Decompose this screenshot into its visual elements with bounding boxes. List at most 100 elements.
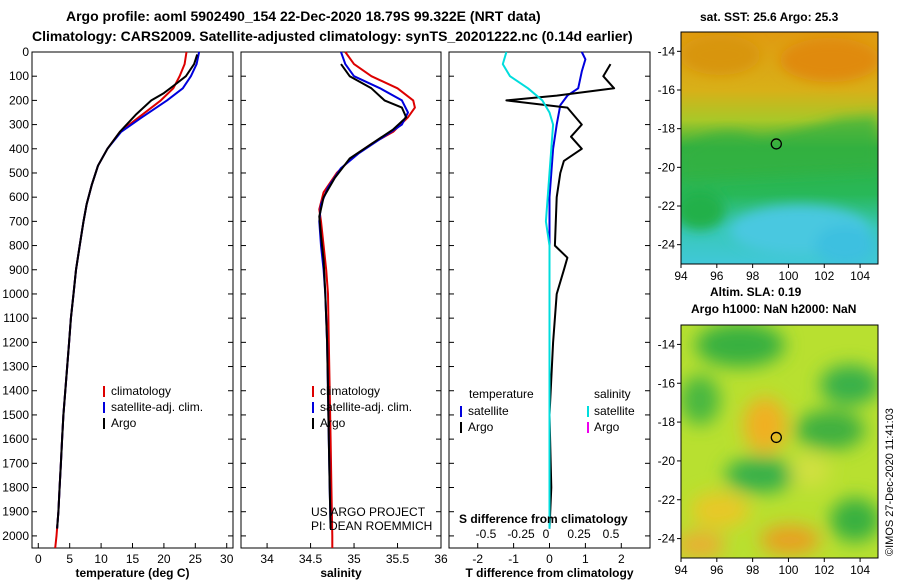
sla-map-lat-label: -14 bbox=[658, 337, 676, 351]
sst-map-lon-label: 94 bbox=[674, 269, 688, 283]
depth-tick-label: 1700 bbox=[2, 456, 29, 470]
depth-tick-label: 1200 bbox=[2, 335, 29, 349]
legend-temperature-label: Argo bbox=[468, 420, 494, 434]
difference-xtick-label: 1 bbox=[582, 552, 589, 566]
salinity-panel: 34 34.5 35 35.5 36 salinity climatology satelli… bbox=[240, 51, 448, 580]
salinity-xtick-label: 34.5 bbox=[299, 552, 323, 566]
salinity-series-climatology bbox=[318, 51, 416, 548]
temperature-xtick-label: 30 bbox=[220, 552, 234, 566]
salinity-xtick-label: 35.5 bbox=[386, 552, 410, 566]
legend-salinity-label: Argo bbox=[594, 420, 620, 434]
sla-map-lon-label: 96 bbox=[710, 563, 724, 577]
depth-tick-label: 700 bbox=[9, 214, 29, 228]
difference-xtick-label: -2 bbox=[472, 552, 483, 566]
depth-tick-label: 200 bbox=[9, 93, 29, 107]
depth-tick-label: 100 bbox=[9, 69, 29, 83]
sla-map-lon-label: 94 bbox=[674, 563, 688, 577]
difference-xlabel: T difference from climatology bbox=[465, 566, 633, 580]
sla-map-lat-label: -20 bbox=[658, 454, 676, 468]
salinity-legend-label: satellite-adj. clim. bbox=[320, 400, 412, 414]
sla-map-lat-label: -22 bbox=[658, 493, 676, 507]
sla-map-lon-label: 98 bbox=[746, 563, 760, 577]
temperature-xlabel: temperature (deg C) bbox=[75, 566, 189, 580]
depth-tick-label: 1300 bbox=[2, 360, 29, 374]
s-difference-tick-label: 0.25 bbox=[567, 527, 591, 541]
depth-tick-label: 600 bbox=[9, 190, 29, 204]
temperature-xtick-label: 5 bbox=[66, 552, 73, 566]
salinity-series-satellite-adj-clim- bbox=[318, 51, 409, 529]
difference-xtick-label: 0 bbox=[546, 552, 553, 566]
depth-tick-label: 1400 bbox=[2, 384, 29, 398]
legend-temperature-title: temperature bbox=[469, 387, 534, 401]
sla-map-lat-label: -24 bbox=[658, 532, 676, 546]
sla-map-image bbox=[681, 325, 878, 558]
temperature-xtick-label: 15 bbox=[126, 552, 140, 566]
sst-map-lat-label: -14 bbox=[658, 44, 676, 58]
imos-credit: ©IMOS 27-Dec-2020 11:41:03 bbox=[884, 408, 896, 556]
depth-tick-label: 300 bbox=[9, 118, 29, 132]
depth-tick-label: 1600 bbox=[2, 432, 29, 446]
s-difference-tick-label: 0.5 bbox=[603, 527, 620, 541]
depth-tick-label: 2000 bbox=[2, 529, 29, 543]
argo-position-marker bbox=[770, 138, 782, 150]
difference-series-s-satellite bbox=[501, 51, 555, 529]
depth-tick-label: 1100 bbox=[3, 311, 29, 325]
temperature-legend-label: satellite-adj. clim. bbox=[111, 400, 203, 414]
sst-map-lon-label: 98 bbox=[746, 269, 760, 283]
sst-map-lat-label: -16 bbox=[658, 83, 676, 97]
depth-tick-label: 500 bbox=[9, 166, 29, 180]
temperature-xtick-label: 10 bbox=[94, 552, 108, 566]
sla-map-panel: Altim. SLA: 0.19 Argo h1000: NaN h2000: … bbox=[658, 285, 879, 577]
difference-xtick-label: 2 bbox=[618, 552, 625, 566]
salinity-xtick-label: 35 bbox=[347, 552, 361, 566]
legend-salinity-title: salinity bbox=[594, 387, 631, 401]
sla-map-subtitle: Argo h1000: NaN h2000: NaN bbox=[691, 302, 856, 316]
salinity-legend-label: climatology bbox=[320, 384, 380, 398]
sst-map-lat-label: -18 bbox=[658, 122, 676, 136]
salinity-series-argo bbox=[318, 63, 408, 529]
legend-salinity-label: satellite bbox=[594, 404, 635, 418]
sst-map-lon-label: 102 bbox=[814, 269, 834, 283]
difference-series-t-argo bbox=[505, 63, 616, 529]
sla-map-lon-label: 100 bbox=[778, 563, 798, 577]
sst-map-lon-label: 96 bbox=[710, 269, 724, 283]
sst-map-lon-label: 100 bbox=[778, 269, 798, 283]
title-line1: Argo profile: aoml 5902490_154 22-Dec-20… bbox=[66, 8, 541, 24]
temperature-panel: 0100200300400500600700800900100011001200… bbox=[2, 45, 233, 580]
temperature-series-argo bbox=[56, 54, 199, 529]
sla-map-lat-label: -18 bbox=[658, 415, 676, 429]
sla-map-lat-label: -16 bbox=[658, 376, 676, 390]
sst-map-lat-label: -20 bbox=[658, 160, 676, 174]
depth-tick-label: 900 bbox=[9, 263, 29, 277]
s-difference-xlabel: S difference from climatology bbox=[459, 512, 628, 526]
s-difference-tick-label: 0 bbox=[543, 527, 550, 541]
temperature-legend-label: climatology bbox=[111, 384, 171, 398]
depth-tick-label: 400 bbox=[9, 142, 29, 156]
sst-map-lat-label: -24 bbox=[658, 238, 676, 252]
salinity-xlabel: salinity bbox=[320, 566, 362, 580]
sst-map-lon-label: 104 bbox=[850, 269, 870, 283]
sst-map-lat-label: -22 bbox=[658, 199, 676, 213]
depth-tick-label: 0 bbox=[22, 45, 29, 59]
temperature-xtick-label: 20 bbox=[157, 552, 171, 566]
depth-tick-label: 1000 bbox=[2, 287, 29, 301]
project-annotation: US ARGO PROJECT bbox=[311, 505, 426, 519]
sst-map-panel: sat. SST: 25.6 Argo: 25.3 94 96 98 100 102 10… bbox=[658, 10, 879, 283]
temperature-axes-box bbox=[31, 51, 234, 549]
legend-temperature-label: satellite bbox=[468, 404, 509, 418]
s-difference-tick-label: -0.25 bbox=[507, 527, 535, 541]
title-line2: Climatology: CARS2009. Satellite-adjuste… bbox=[32, 28, 633, 44]
sla-map-lon-label: 104 bbox=[850, 563, 870, 577]
s-difference-tick-label: -0.5 bbox=[476, 527, 497, 541]
sst-map-title: sat. SST: 25.6 Argo: 25.3 bbox=[700, 10, 839, 24]
project-annotation: PI: DEAN ROEMMICH bbox=[311, 519, 432, 533]
argo-position-marker-sla bbox=[770, 431, 782, 444]
depth-tick-label: 1900 bbox=[2, 505, 29, 519]
temperature-series-climatology bbox=[54, 51, 188, 549]
salinity-legend-label: Argo bbox=[320, 416, 346, 430]
temperature-xtick-label: 0 bbox=[35, 552, 42, 566]
depth-tick-label: 800 bbox=[9, 239, 29, 253]
sla-map-lon-label: 102 bbox=[814, 563, 834, 577]
salinity-xtick-label: 36 bbox=[434, 552, 448, 566]
